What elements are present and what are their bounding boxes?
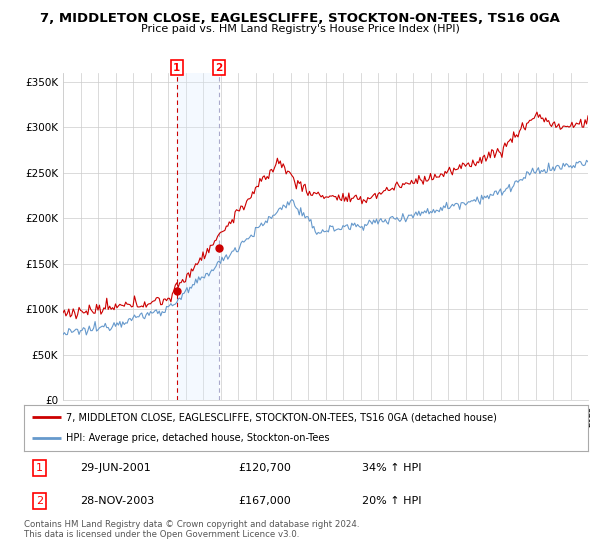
Text: 29-JUN-2001: 29-JUN-2001 [80,463,151,473]
Bar [177,73,219,400]
Text: 2: 2 [36,496,43,506]
Text: Contains HM Land Registry data © Crown copyright and database right 2024.
This d: Contains HM Land Registry data © Crown c… [24,520,359,539]
Text: 7, MIDDLETON CLOSE, EAGLESCLIFFE, STOCKTON-ON-TEES, TS16 0GA: 7, MIDDLETON CLOSE, EAGLESCLIFFE, STOCKT… [40,12,560,25]
Text: 1: 1 [173,63,181,73]
Text: 20% ↑ HPI: 20% ↑ HPI [362,496,422,506]
Text: HPI: Average price, detached house, Stockton-on-Tees: HPI: Average price, detached house, Stoc… [66,433,330,444]
Text: 1: 1 [36,463,43,473]
Text: 34% ↑ HPI: 34% ↑ HPI [362,463,422,473]
Text: 7, MIDDLETON CLOSE, EAGLESCLIFFE, STOCKTON-ON-TEES, TS16 0GA (detached house): 7, MIDDLETON CLOSE, EAGLESCLIFFE, STOCKT… [66,412,497,422]
Text: 28-NOV-2003: 28-NOV-2003 [80,496,155,506]
Text: £167,000: £167,000 [238,496,291,506]
Text: £120,700: £120,700 [238,463,291,473]
Text: 2: 2 [215,63,223,73]
Text: Price paid vs. HM Land Registry's House Price Index (HPI): Price paid vs. HM Land Registry's House … [140,24,460,34]
